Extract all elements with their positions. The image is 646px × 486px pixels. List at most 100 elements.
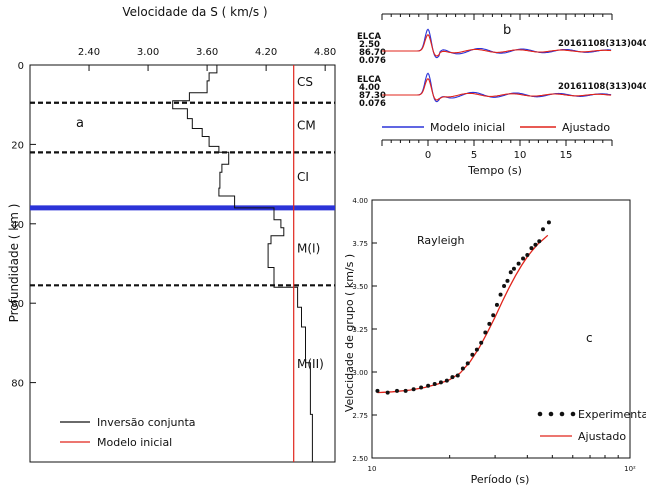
data-point-experimental	[419, 385, 424, 390]
data-point-experimental	[455, 373, 460, 378]
panel-b-xlabel: Tempo (s)	[467, 164, 522, 177]
panel-a-layer-labels: CS CM CI M(I) M(II)	[297, 75, 324, 371]
panel-a-ylabel: Profundidade ( km )	[7, 204, 21, 323]
station-param: 2.50	[359, 40, 380, 50]
station-param: 0.076	[359, 56, 386, 66]
panel-b-label: b	[503, 23, 511, 38]
legend-label-modelo-inicial: Modelo inicial	[430, 121, 505, 134]
panel-b-legend: Modelo inicial Ajustado	[382, 121, 610, 134]
data-point-experimental	[411, 387, 416, 392]
legend-label-experimental: Experimental	[578, 408, 646, 421]
y-tick-label: 0	[18, 61, 24, 72]
legend-label-modelo: Modelo inicial	[97, 436, 172, 449]
panel-b-top-axis	[381, 13, 613, 20]
data-point-experimental	[533, 242, 538, 247]
x-tick-label: 10	[514, 150, 527, 161]
legend-label-ajustado-c: Ajustado	[578, 430, 626, 443]
legend-label-ajustado: Ajustado	[562, 121, 610, 134]
y-tick-label: 40	[11, 220, 24, 231]
waveform-ajustado	[382, 33, 612, 57]
data-point-experimental	[498, 292, 503, 297]
data-point-experimental	[483, 330, 488, 335]
station-param: 4.00	[359, 83, 380, 93]
data-point-experimental	[474, 347, 479, 352]
x-tick-label: 4.80	[314, 47, 336, 58]
station-name: ELCA	[357, 75, 381, 85]
y-tick-label: 3.00	[352, 369, 368, 377]
y-tick-label: 60	[11, 299, 24, 310]
y-tick-label: 2.75	[352, 412, 368, 420]
data-point-experimental	[460, 366, 465, 371]
x-tick-label: 0	[425, 150, 431, 161]
panel-a: Velocidade da S ( km/s ) 2.40 3.00 3.60 4.2…	[7, 5, 336, 463]
x-tick-label: 3.00	[137, 47, 159, 58]
x-tick-label: 2.40	[78, 47, 100, 58]
data-point-experimental	[470, 352, 475, 357]
y-tick-label: 80	[11, 379, 24, 390]
data-point-experimental	[375, 388, 380, 393]
panel-a-label: a	[76, 116, 84, 131]
event-id: 20161108(313)040	[558, 82, 646, 92]
panel-b: b ELCA2.5086.700.07620161108(313)040ELCA…	[357, 13, 646, 177]
panel-c-legend: Experimental Ajustado	[537, 408, 646, 443]
panel-a-ticks: 2.40 3.00 3.60 4.20 4.80 0 20 40 60 80	[11, 47, 336, 390]
data-point-experimental	[432, 382, 437, 387]
x-tick-label: 15	[560, 150, 573, 161]
data-point-experimental	[487, 321, 492, 326]
data-point-experimental	[426, 383, 431, 388]
y-tick-label: 2.50	[352, 455, 368, 463]
station-name: ELCA	[357, 32, 381, 42]
layer-label: M(II)	[297, 357, 324, 371]
panel-c-label: c	[586, 331, 593, 345]
data-point-experimental	[537, 239, 542, 244]
panel-b-waveforms	[382, 28, 612, 103]
panel-a-boundaries	[30, 101, 335, 287]
layer-label: CM	[297, 119, 316, 133]
panel-a-legend: Inversão conjunta Modelo inicial	[60, 416, 196, 449]
x-tick-label: 10²	[624, 465, 636, 473]
x-tick-label: 3.60	[196, 47, 218, 58]
station-param: 87.30	[359, 91, 386, 101]
data-point-experimental	[465, 361, 470, 366]
panel-a-title: Velocidade da S ( km/s )	[122, 5, 267, 19]
panel-c-xlabel: Período (s)	[471, 473, 530, 486]
legend-dot	[537, 411, 543, 417]
data-point-experimental	[508, 270, 513, 275]
data-point-experimental	[450, 375, 455, 380]
legend-label-inversao: Inversão conjunta	[97, 416, 196, 429]
data-point-experimental	[546, 220, 551, 225]
data-point-experimental	[529, 246, 534, 251]
y-tick-label: 4.00	[352, 197, 368, 205]
x-tick-label: 4.20	[255, 47, 277, 58]
series-inversao-conjunta	[172, 65, 313, 462]
data-point-experimental	[521, 256, 526, 261]
station-param: 86.70	[359, 48, 386, 58]
data-point-experimental	[444, 378, 449, 383]
panel-c: 2.50 2.75 3.00 3.25 3.50 3.75 4.00 10 10² Raylei…	[343, 197, 646, 486]
panel-a-frame	[29, 64, 336, 463]
data-point-experimental	[479, 340, 484, 345]
legend-marker-experimental	[537, 411, 576, 417]
event-id: 20161108(313)040	[558, 39, 646, 49]
station-param: 0.076	[359, 99, 386, 109]
data-point-experimental	[505, 278, 510, 283]
layer-label: CS	[297, 75, 313, 89]
panel-c-ticks: 2.50 2.75 3.00 3.25 3.50 3.75 4.00 10 10²	[352, 197, 636, 473]
legend-dot	[548, 411, 554, 417]
y-tick-label: 3.25	[352, 326, 368, 334]
data-point-experimental	[491, 313, 496, 318]
panel-c-ylabel: Velocidade de grupo ( km/s )	[343, 254, 356, 412]
y-tick-label: 20	[11, 140, 24, 151]
panel-c-series	[375, 220, 551, 395]
data-point-experimental	[403, 388, 408, 393]
panel-c-annotation: Rayleigh	[417, 234, 465, 247]
legend-dot	[570, 411, 576, 417]
data-point-experimental	[494, 302, 499, 307]
layer-label: M(I)	[297, 242, 320, 256]
data-point-experimental	[395, 388, 400, 393]
legend-dot	[559, 411, 565, 417]
x-tick-label: 5	[471, 150, 477, 161]
data-point-experimental	[385, 390, 390, 395]
data-point-experimental	[511, 266, 516, 271]
